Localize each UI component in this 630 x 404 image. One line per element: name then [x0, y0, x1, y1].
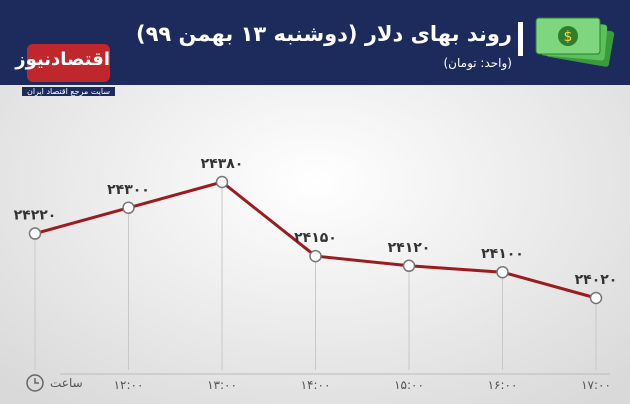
x-tick-label: ۱۵:۰۰	[394, 378, 424, 392]
x-tick-label: ۱۶:۰۰	[488, 378, 518, 392]
subtitle: (واحد: تومان)	[443, 56, 512, 70]
svg-text:$: $	[564, 29, 573, 45]
data-label: ۲۴۳۰۰	[107, 182, 150, 198]
marker	[496, 265, 509, 279]
title-bar	[518, 22, 523, 56]
marker	[589, 291, 603, 305]
clock-icon	[26, 374, 44, 392]
marker	[309, 249, 322, 263]
brand: اقتصادنیوز	[15, 49, 110, 70]
chart-title: روند بهای دلار (دوشنبه ۱۳ بهمن ۹۹)	[136, 22, 512, 46]
x-tick-label: ۱۳:۰۰	[207, 378, 237, 392]
x-tick-label: ۱۴:۰۰	[301, 378, 331, 392]
clock-hands	[34, 378, 39, 384]
marker	[402, 259, 416, 273]
x-axis-label: ساعت	[50, 376, 83, 390]
data-label: ۲۴۰۲۰	[575, 272, 618, 288]
brand-tagline: سایت مرجع اقتصاد ایران	[22, 87, 115, 96]
marker	[122, 201, 135, 215]
data-label: ۲۴۱۰۰	[481, 246, 524, 262]
data-label: ۲۴۲۲۰	[14, 208, 57, 224]
data-label: ۲۴۳۸۰	[201, 156, 244, 172]
x-tick-label: ۱۲:۰۰	[114, 378, 144, 392]
logo-box	[27, 44, 110, 82]
data-label: ۲۴۱۲۰	[388, 240, 431, 256]
marker	[28, 227, 42, 240]
marker	[215, 175, 229, 189]
data-label: ۲۴۱۵۰	[294, 230, 337, 246]
x-tick-label: ۱۷:۰۰	[581, 378, 611, 392]
money-icon: $	[535, 17, 615, 67]
